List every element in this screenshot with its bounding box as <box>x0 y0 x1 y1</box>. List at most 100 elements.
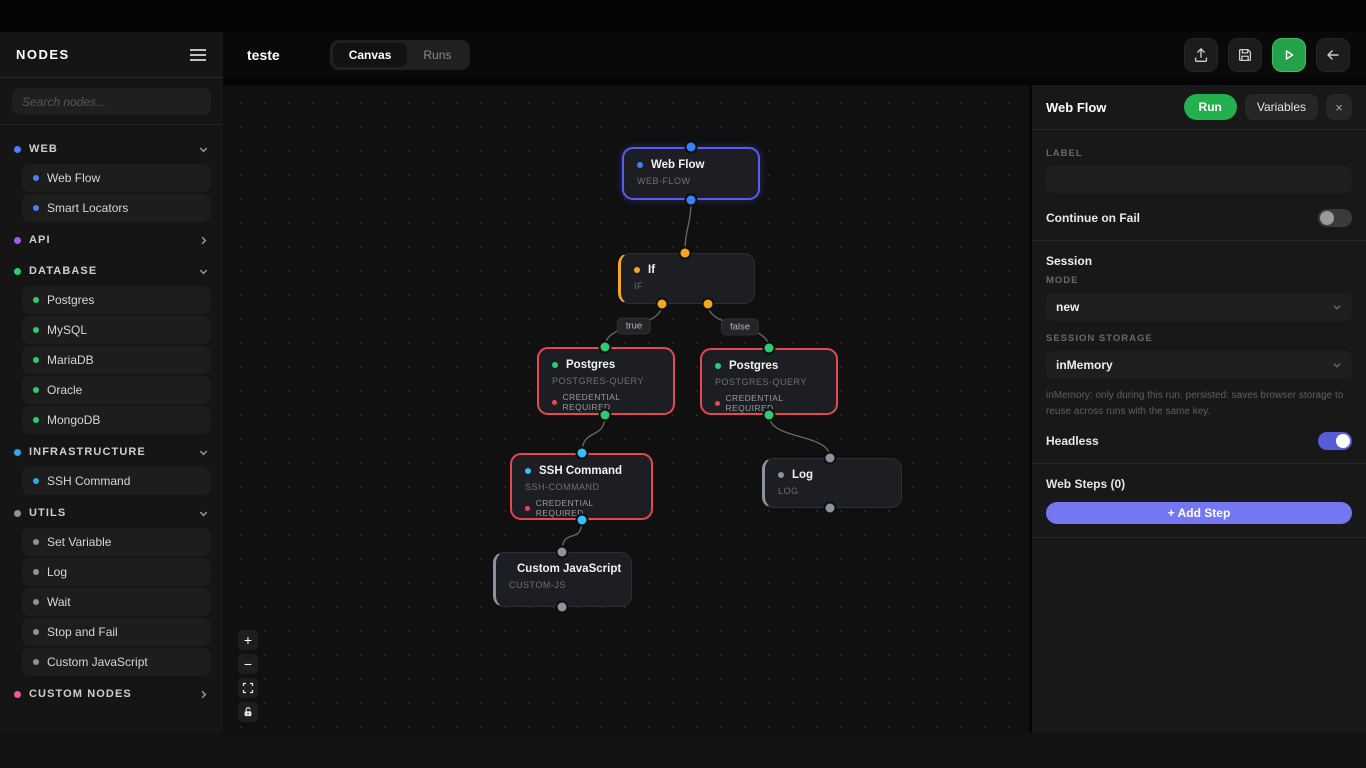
sidebar-item-mongodb[interactable]: MongoDB <box>22 406 211 434</box>
window-bottom-strip <box>0 733 1366 768</box>
sidebar-category-infrastructure[interactable]: INFRASTRUCTURE <box>14 439 209 465</box>
node-handle[interactable] <box>577 448 587 458</box>
export-button[interactable] <box>1184 38 1218 72</box>
sidebar-item-custom-javascript[interactable]: Custom JavaScript <box>22 648 211 676</box>
item-dot <box>33 629 39 635</box>
node-handle[interactable] <box>825 453 835 463</box>
node-handle[interactable] <box>600 342 610 352</box>
mode-select[interactable]: new <box>1046 293 1352 321</box>
item-dot <box>33 357 39 363</box>
continue-on-fail-toggle[interactable] <box>1318 209 1352 227</box>
item-label: Set Variable <box>47 535 112 549</box>
category-label: INFRASTRUCTURE <box>29 446 146 458</box>
item-dot <box>33 327 39 333</box>
hamburger-menu-icon[interactable] <box>189 48 207 62</box>
sidebar-category-custom-nodes[interactable]: CUSTOM NODES <box>14 681 209 707</box>
tab-runs[interactable]: Runs <box>423 48 452 62</box>
node-type-dot <box>637 162 643 168</box>
sidebar-item-ssh-command[interactable]: SSH Command <box>22 467 211 495</box>
flow-node-web-flow[interactable]: Web Flow WEB-FLOW <box>622 147 760 200</box>
item-label: MariaDB <box>47 353 94 367</box>
fit-view-icon <box>242 682 254 694</box>
item-dot <box>33 569 39 575</box>
zoom-in-button[interactable]: + <box>238 630 258 650</box>
run-flow-button[interactable] <box>1272 38 1306 72</box>
tab-canvas[interactable]: Canvas <box>332 43 408 67</box>
sidebar-category-database[interactable]: DATABASE <box>14 258 209 284</box>
node-handle[interactable] <box>686 195 696 205</box>
flow-node-log[interactable]: Log LOG <box>762 458 902 508</box>
sidebar-category-web[interactable]: WEB <box>14 136 209 162</box>
flow-node-postgres-false[interactable]: Postgres POSTGRES-QUERY CREDENTIAL REQUIRE… <box>700 348 838 415</box>
sidebar-item-log[interactable]: Log <box>22 558 211 586</box>
upload-icon <box>1192 46 1210 64</box>
node-handle[interactable] <box>825 503 835 513</box>
canvas-controls: + − <box>238 630 258 722</box>
sidebar-item-stop-and-fail[interactable]: Stop and Fail <box>22 618 211 646</box>
node-handle[interactable] <box>686 142 696 152</box>
variables-button[interactable]: Variables <box>1244 94 1318 120</box>
node-handle[interactable] <box>764 410 774 420</box>
node-handle[interactable] <box>577 515 587 525</box>
node-handle[interactable] <box>703 299 713 309</box>
node-handle[interactable] <box>600 410 610 420</box>
chevron-down-icon <box>1333 305 1341 310</box>
category-label: UTILS <box>29 507 67 519</box>
sidebar-item-set-variable[interactable]: Set Variable <box>22 528 211 556</box>
node-title: Log <box>792 469 814 481</box>
flow-node-if[interactable]: If IF <box>618 253 755 304</box>
sidebar-item-oracle[interactable]: Oracle <box>22 376 211 404</box>
continue-on-fail-label: Continue on Fail <box>1046 211 1140 225</box>
divider <box>1032 537 1366 538</box>
flow-canvas[interactable]: + − Web Flow WEB-FLO <box>223 85 1029 733</box>
sidebar-item-mariadb[interactable]: MariaDB <box>22 346 211 374</box>
label-field-label: LABEL <box>1046 148 1083 159</box>
session-storage-select[interactable]: inMemory <box>1046 351 1352 379</box>
flow-node-custom-js[interactable]: Custom JavaScript CUSTOM-JS <box>493 552 632 607</box>
sidebar-category-utils[interactable]: UTILS <box>14 500 209 526</box>
sidebar-item-web-flow[interactable]: Web Flow <box>22 164 211 192</box>
search-input[interactable] <box>12 88 211 115</box>
headless-toggle[interactable] <box>1318 432 1352 450</box>
node-handle[interactable] <box>557 547 567 557</box>
sidebar-item-postgres[interactable]: Postgres <box>22 286 211 314</box>
sidebar-item-wait[interactable]: Wait <box>22 588 211 616</box>
category-label: CUSTOM NODES <box>29 688 132 700</box>
add-step-button[interactable]: + Add Step <box>1046 502 1352 524</box>
item-dot <box>33 539 39 545</box>
item-label: Smart Locators <box>47 201 129 215</box>
node-handle[interactable] <box>657 299 667 309</box>
sidebar-item-mysql[interactable]: MySQL <box>22 316 211 344</box>
fit-view-button[interactable] <box>238 678 258 698</box>
sidebar-node-list: WEB Web Flow Smart Locators API DATABASE Post… <box>0 125 223 733</box>
node-handle[interactable] <box>557 602 567 612</box>
node-handle[interactable] <box>764 343 774 353</box>
flow-node-ssh-command[interactable]: SSH Command SSH-COMMAND CREDENTIAL REQUIRE… <box>510 453 653 520</box>
play-icon <box>1280 46 1298 64</box>
chevron-down-icon <box>198 144 209 155</box>
label-input[interactable] <box>1046 166 1352 193</box>
node-type-dot <box>778 472 784 478</box>
node-subtitle: SSH-COMMAND <box>525 482 600 492</box>
back-button[interactable] <box>1316 38 1350 72</box>
node-title: SSH Command <box>539 465 623 477</box>
flow-node-postgres-true[interactable]: Postgres POSTGRES-QUERY CREDENTIAL REQUIRE… <box>537 347 675 415</box>
item-dot <box>33 599 39 605</box>
alert-dot <box>525 505 530 511</box>
mode-value: new <box>1056 300 1080 314</box>
save-button[interactable] <box>1228 38 1262 72</box>
item-dot <box>33 175 39 181</box>
zoom-out-button[interactable]: − <box>238 654 258 674</box>
lock-button[interactable] <box>238 702 258 722</box>
sidebar-item-smart-locators[interactable]: Smart Locators <box>22 194 211 222</box>
session-storage-help: inMemory: only during this run. persiste… <box>1046 390 1344 417</box>
item-label: Stop and Fail <box>47 625 118 639</box>
sidebar-category-api[interactable]: API <box>14 227 209 253</box>
close-panel-button[interactable]: × <box>1326 94 1352 120</box>
item-dot <box>33 659 39 665</box>
run-node-button[interactable]: Run <box>1183 94 1237 120</box>
node-type-dot <box>552 362 558 368</box>
panel-header: Web Flow Run Variables × <box>1032 85 1366 130</box>
sidebar-header: NODES <box>0 32 223 78</box>
node-handle[interactable] <box>680 248 690 258</box>
